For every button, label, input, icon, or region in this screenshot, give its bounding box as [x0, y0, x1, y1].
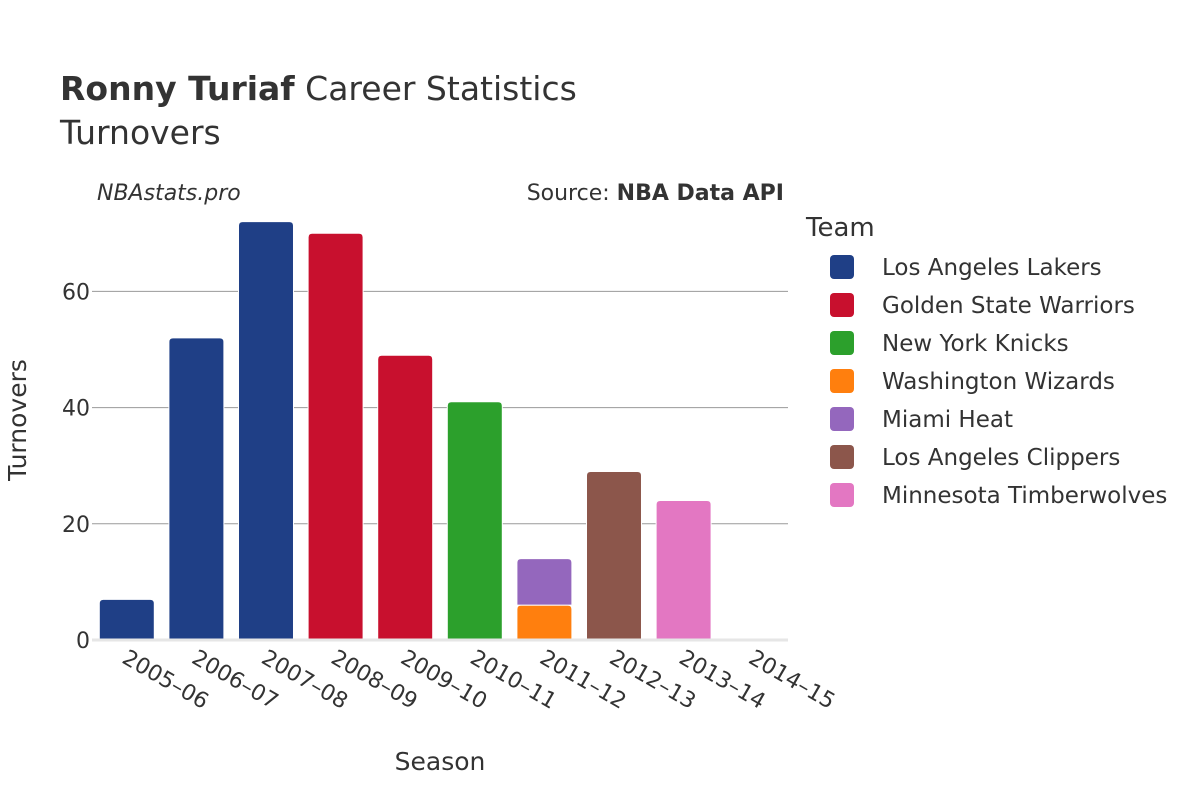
bar	[655, 500, 712, 641]
y-tick-label: 0	[76, 629, 90, 654]
legend-label: Miami Heat	[882, 407, 1013, 433]
chart-title: Ronny Turiaf Career Statistics	[60, 69, 577, 108]
legend-swatch	[830, 293, 854, 317]
legend-label: Los Angeles Lakers	[882, 255, 1102, 281]
source-prefix: Source:	[527, 181, 617, 206]
legend: Team Los Angeles Lakers Golden State Warr…	[805, 213, 1167, 509]
y-tick-label: 20	[62, 513, 90, 538]
legend-swatch	[830, 483, 854, 507]
chart-title-rest: Career Statistics	[295, 69, 577, 108]
legend-label: Golden State Warriors	[882, 293, 1135, 319]
chart-subtitle: Turnovers	[59, 113, 221, 152]
legend-swatch	[830, 407, 854, 431]
y-axis-title: Turnovers	[3, 359, 32, 482]
chart-title-player: Ronny Turiaf	[60, 69, 295, 108]
bar	[377, 354, 434, 641]
legend-swatch	[830, 445, 854, 469]
bar	[238, 221, 294, 641]
y-tick-label: 60	[62, 280, 90, 305]
source-name: NBA Data API	[617, 181, 784, 206]
bar	[516, 604, 573, 641]
bars	[98, 221, 712, 641]
legend-title: Team	[805, 213, 875, 243]
bar	[168, 337, 225, 641]
x-axis-title: Season	[395, 747, 486, 776]
legend-swatch	[830, 331, 854, 355]
bar	[446, 401, 503, 641]
legend-swatch	[830, 369, 854, 393]
axes: 02040602005–062006–072007–082008–092009–…	[62, 280, 839, 714]
bar	[98, 598, 155, 641]
source-label: Source: NBA Data API	[527, 181, 784, 206]
bar	[516, 558, 573, 606]
bar	[307, 232, 364, 641]
watermark: NBAstats.pro	[97, 181, 241, 206]
legend-swatch	[830, 255, 854, 279]
bar	[586, 470, 642, 641]
legend-label: New York Knicks	[882, 331, 1069, 357]
legend-label: Los Angeles Clippers	[882, 445, 1120, 471]
legend-label: Washington Wizards	[882, 369, 1115, 395]
legend-label: Minnesota Timberwolves	[882, 483, 1167, 509]
y-tick-label: 40	[62, 397, 90, 422]
